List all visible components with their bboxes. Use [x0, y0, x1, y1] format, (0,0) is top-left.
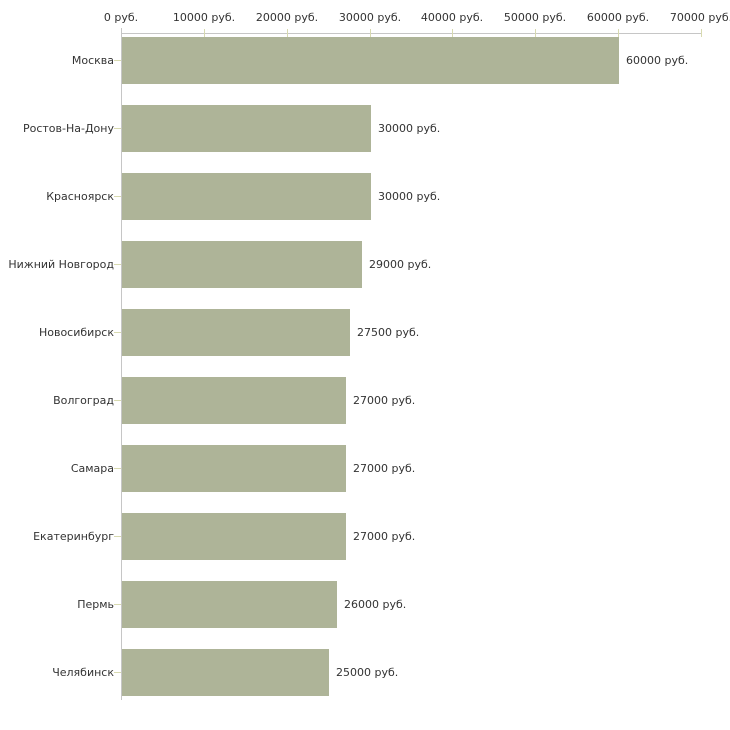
- category-tick: [114, 604, 121, 605]
- value-label: 27000 руб.: [353, 394, 416, 407]
- value-label: 25000 руб.: [336, 666, 399, 679]
- bar: [122, 581, 337, 628]
- x-axis-tick-label: 40000 руб.: [420, 11, 484, 24]
- x-axis-tick: [287, 29, 288, 37]
- x-axis-line: [121, 33, 702, 34]
- bar: [122, 105, 371, 152]
- bar: [122, 445, 346, 492]
- bar: [122, 377, 346, 424]
- category-tick: [114, 536, 121, 537]
- x-axis-tick-label: 70000 руб.: [669, 11, 730, 24]
- x-axis-tick-label: 10000 руб.: [172, 11, 236, 24]
- x-axis-tick: [618, 29, 619, 37]
- category-label: Красноярск: [46, 190, 114, 203]
- x-axis-tick-label: 20000 руб.: [255, 11, 319, 24]
- x-axis-tick: [370, 29, 371, 37]
- x-axis-tick: [701, 29, 702, 37]
- value-label: 60000 руб.: [626, 54, 689, 67]
- category-label: Самара: [70, 462, 114, 475]
- value-label: 30000 руб.: [378, 190, 441, 203]
- category-label: Пермь: [77, 598, 114, 611]
- category-tick: [114, 400, 121, 401]
- bar: [122, 241, 362, 288]
- x-axis-tick-label: 0 руб.: [103, 11, 139, 24]
- y-axis-line: [121, 28, 122, 700]
- bar: [122, 173, 371, 220]
- value-label: 27500 руб.: [357, 326, 420, 339]
- category-label: Екатеринбург: [33, 530, 114, 543]
- bar: [122, 309, 350, 356]
- value-label: 29000 руб.: [369, 258, 432, 271]
- category-label: Нижний Новгород: [8, 258, 114, 271]
- category-label: Москва: [71, 54, 114, 67]
- category-tick: [114, 332, 121, 333]
- x-axis-tick: [535, 29, 536, 37]
- category-tick: [114, 468, 121, 469]
- category-label: Волгоград: [53, 394, 114, 407]
- value-label: 30000 руб.: [378, 122, 441, 135]
- x-axis-tick-label: 30000 руб.: [338, 11, 402, 24]
- value-label: 27000 руб.: [353, 530, 416, 543]
- category-tick: [114, 264, 121, 265]
- x-axis-tick-label: 50000 руб.: [503, 11, 567, 24]
- category-tick: [114, 196, 121, 197]
- value-label: 26000 руб.: [344, 598, 407, 611]
- value-label: 27000 руб.: [353, 462, 416, 475]
- category-label: Челябинск: [52, 666, 114, 679]
- x-axis-tick-label: 60000 руб.: [586, 11, 650, 24]
- category-tick: [114, 672, 121, 673]
- category-tick: [114, 60, 121, 61]
- bar: [122, 649, 329, 696]
- category-tick: [114, 128, 121, 129]
- bar: [122, 513, 346, 560]
- x-axis-tick: [204, 29, 205, 37]
- x-axis-tick: [452, 29, 453, 37]
- bar: [122, 37, 619, 84]
- category-label: Новосибирск: [38, 326, 114, 339]
- category-label: Ростов-На-Дону: [22, 122, 114, 135]
